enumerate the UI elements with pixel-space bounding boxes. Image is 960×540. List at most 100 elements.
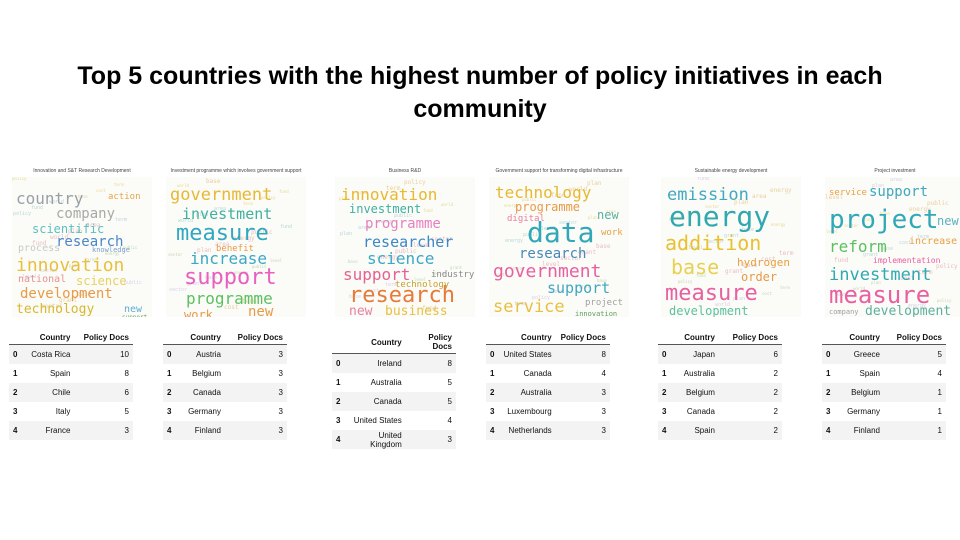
wordcloud-filler: world — [50, 234, 69, 241]
wordcloud-filler: energy — [233, 235, 255, 242]
wordcloud-word: company — [829, 308, 859, 316]
wordcloud-filler: energy — [505, 238, 524, 244]
wordcloud-filler: sector — [706, 239, 725, 245]
row-index: 0 — [822, 344, 837, 364]
wordcloud-filler: fund — [551, 192, 566, 199]
wordcloud-filler: public — [251, 229, 273, 236]
wordcloud-filler: level — [414, 277, 427, 282]
row-index: 2 — [822, 383, 837, 402]
wordcloud-word: investment — [349, 202, 422, 216]
wordcloud-filler: term — [385, 282, 398, 288]
row-index: 1 — [662, 369, 667, 378]
country-cell: Canada — [523, 369, 552, 378]
wordcloud-filler: level — [413, 242, 432, 249]
table-row: 1 Spain 8 — [9, 364, 133, 383]
wordcloud-word: implementation — [873, 256, 941, 265]
wordcloud-filler: level — [542, 261, 561, 268]
wordcloud-filler: cost — [224, 304, 239, 311]
table-row: 4 Spain 2 — [658, 421, 782, 440]
country-cell: United Kingdom — [344, 430, 406, 449]
wordcloud-filler: energy — [908, 303, 927, 309]
wordcloud-filler: level — [688, 245, 704, 251]
wordcloud-filler: sector — [560, 255, 582, 262]
country-column-header: Country — [22, 331, 75, 345]
wordcloud-filler: area — [606, 209, 616, 214]
row-index: 1 — [490, 369, 495, 378]
wordcloud-word: research — [56, 234, 124, 250]
country-cell: Germany — [188, 407, 221, 416]
wordcloud-caption: Project investment — [874, 168, 916, 174]
policy-docs-cell: 1 — [937, 407, 942, 416]
country-cell: Spain — [859, 369, 880, 378]
country-cell: Finland — [836, 421, 884, 440]
table-row: 1 Australia 5 — [332, 373, 456, 392]
wordcloud-word: measure — [829, 281, 931, 309]
wordcloud-filler: base — [348, 259, 358, 264]
wordcloud-word: action — [108, 192, 141, 202]
row-index: 4 — [163, 421, 178, 440]
wordcloud-filler: base — [596, 243, 611, 250]
wordcloud-filler: plan — [872, 183, 885, 189]
wordcloud-filler: base — [77, 291, 92, 298]
index-header — [9, 331, 23, 345]
wordcloud-word: programme — [515, 200, 581, 214]
wordcloud-word: energy — [669, 200, 771, 233]
wordcloud-word: development — [669, 304, 749, 317]
row-index: 0 — [9, 344, 23, 364]
wordcloud-filler: fund — [423, 208, 433, 213]
wordcloud-filler: grant — [450, 265, 463, 270]
table-row: 0 Greece 5 — [822, 344, 946, 364]
country-table: Country Policy Docs 0 United States 8 1 Canada… — [486, 331, 610, 440]
country-column-header: Country — [177, 331, 225, 345]
wordcloud-word: service — [829, 188, 867, 198]
wordcloud-filler: public — [124, 280, 143, 286]
wordcloud-word: support — [122, 315, 147, 318]
wordcloud-filler: area — [358, 225, 371, 231]
row-index: 4 — [822, 421, 837, 440]
wordcloud-filler: term — [114, 182, 124, 187]
wordcloud-word: new — [124, 304, 143, 315]
wordcloud-filler: energy — [377, 254, 399, 261]
table-row: 4 Finland 3 — [163, 421, 287, 440]
policy-docs-cell: 5 — [124, 407, 129, 416]
wordcloud-word: development — [865, 304, 952, 317]
table-row: 1 Belgium 3 — [163, 364, 287, 383]
wordcloud-word: technology — [495, 183, 592, 202]
wordcloud-filler: base — [880, 211, 890, 216]
wordcloud-filler: level — [270, 258, 283, 263]
wordcloud-word: business — [385, 304, 448, 317]
country-cell: Ireland — [344, 353, 406, 373]
community-panel: Innovation and S&T Research Development p… — [7, 167, 157, 440]
wordcloud-filler: energy — [504, 203, 519, 208]
table-row: 2 Belgium 2 — [658, 383, 782, 402]
policy-docs-cell: 6 — [718, 344, 782, 364]
wordcloud-filler: public — [523, 232, 542, 238]
row-index: 4 — [486, 421, 499, 440]
index-header — [822, 331, 837, 345]
row-index: 4 — [9, 421, 23, 440]
wordcloud-filler: base — [349, 294, 362, 300]
wordcloud-filler: grant — [725, 268, 744, 275]
row-index: 2 — [486, 383, 499, 402]
wordcloud-filler: plan — [196, 212, 209, 218]
country-cell: Belgium — [836, 383, 884, 402]
wordcloud-word: data — [527, 216, 595, 249]
wordcloud-filler: sector — [169, 287, 188, 293]
policy-docs-column-header: Policy Docs — [883, 331, 946, 345]
wordcloud-filler: grant — [59, 297, 78, 304]
policy-docs-cell: 8 — [555, 344, 610, 364]
country-column-header: Country — [344, 331, 406, 354]
policy-docs-cell: 5 — [447, 378, 452, 387]
wordcloud-filler: world — [177, 183, 190, 188]
country-cell: Germany — [847, 407, 880, 416]
wordcloud-filler: sector — [168, 252, 183, 257]
row-index: 3 — [826, 407, 831, 416]
row-index: 3 — [336, 416, 341, 425]
policy-docs-column-header: Policy Docs — [718, 331, 782, 345]
wordcloud-word: innovation — [16, 255, 125, 276]
table-row: 1 Canada 4 — [486, 364, 610, 383]
country-cell: Italy — [55, 407, 71, 416]
country-cell: Australia — [498, 383, 556, 402]
table-row: 0 Japan 6 — [658, 344, 782, 364]
wordcloud-filler: policy — [937, 298, 952, 303]
